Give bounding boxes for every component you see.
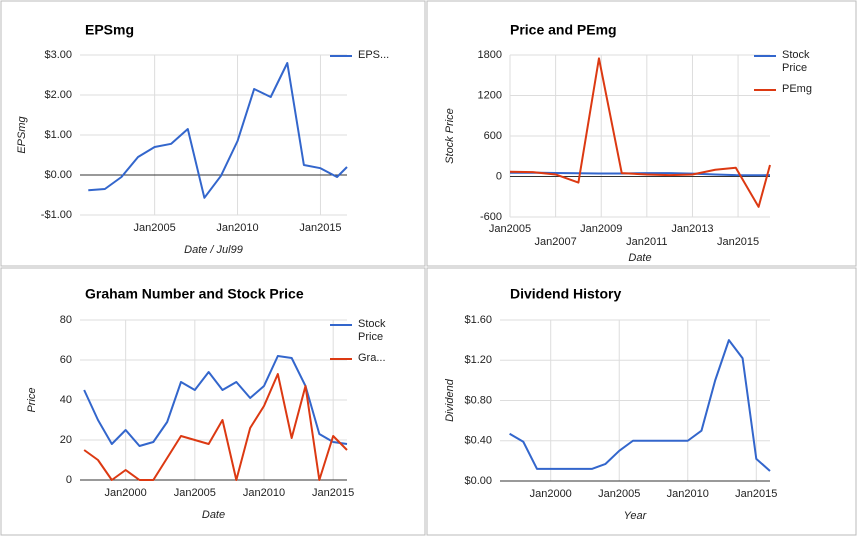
y-axis-title: EPSmg <box>16 115 28 153</box>
panel <box>426 267 857 536</box>
y-tick-label: 60 <box>60 354 72 366</box>
x-tick-label: Jan2005 <box>598 488 640 500</box>
y-tick-label: 0 <box>66 474 72 486</box>
legend-label: Stock Price <box>782 49 810 74</box>
chart-title: Price and PEmg <box>510 22 617 38</box>
legend-swatch <box>754 55 776 57</box>
x-tick-label: Jan2015 <box>299 222 341 234</box>
x-tick-label: Jan2015 <box>735 488 777 500</box>
y-axis-title: Price <box>26 387 38 412</box>
y-tick-label: 1200 <box>478 89 502 101</box>
y-tick-label: $0.40 <box>464 435 492 447</box>
x-tick-label: Jan2010 <box>667 488 709 500</box>
y-tick-label: $1.20 <box>464 354 492 366</box>
x-tick-label: Jan2000 <box>530 488 572 500</box>
x-tick-label: Jan2013 <box>671 223 713 235</box>
y-axis-title: Dividend <box>444 378 456 422</box>
chart-title: Graham Number and Stock Price <box>85 286 304 302</box>
x-tick-label: Jan2005 <box>134 222 176 234</box>
y-tick-label: $0.00 <box>464 475 492 487</box>
x-axis-title: Date <box>628 252 651 264</box>
legend-swatch <box>330 324 352 326</box>
y-tick-label: $1.60 <box>464 314 492 326</box>
panel <box>0 0 426 267</box>
x-tick-label: Jan2015 <box>312 487 354 499</box>
x-tick-label: Jan2007 <box>535 236 577 248</box>
y-tick-label: 80 <box>60 314 72 326</box>
y-tick-label: $2.00 <box>44 89 72 101</box>
legend: EPS... <box>330 49 389 70</box>
y-tick-label: 40 <box>60 394 72 406</box>
series-line <box>88 62 348 199</box>
y-tick-label: $1.00 <box>44 129 72 141</box>
y-tick-label: -$1.00 <box>41 209 72 221</box>
y-axis-title: Stock Price <box>444 108 456 164</box>
y-tick-label: $3.00 <box>44 49 72 61</box>
x-axis-title: Date / Jul99 <box>184 244 243 256</box>
series-line <box>83 355 348 447</box>
legend: Stock Price PEmg <box>754 49 812 104</box>
legend-label: PEmg <box>782 83 812 95</box>
chart-title: EPSmg <box>85 22 134 38</box>
legend-item: Gra... <box>330 352 386 365</box>
legend-item: EPS... <box>330 49 389 62</box>
y-tick-label: 20 <box>60 434 72 446</box>
panel <box>426 0 857 267</box>
y-tick-label: -600 <box>480 211 502 223</box>
x-axis-title: Year <box>624 510 648 522</box>
chart-title: Dividend History <box>510 286 621 302</box>
panel <box>0 267 426 536</box>
x-tick-label: Jan2015 <box>717 236 759 248</box>
x-tick-label: Jan2005 <box>174 487 216 499</box>
x-tick-label: Jan2005 <box>489 223 531 235</box>
y-tick-label: 1800 <box>478 49 502 61</box>
legend-label: EPS... <box>358 49 390 61</box>
y-tick-label: $0.80 <box>464 394 492 406</box>
x-tick-label: Jan2009 <box>580 223 622 235</box>
x-tick-label: Jan2010 <box>216 222 258 234</box>
legend-swatch <box>330 358 352 360</box>
series-line <box>509 171 771 177</box>
legend-swatch <box>330 55 352 57</box>
series-line <box>509 57 771 208</box>
y-tick-label: $0.00 <box>44 169 72 181</box>
series-line <box>83 373 348 481</box>
x-tick-label: Jan2010 <box>243 487 285 499</box>
legend-item: Stock Price <box>330 318 386 344</box>
x-tick-label: Jan2011 <box>626 236 667 248</box>
series-line <box>509 339 771 472</box>
y-tick-label: 600 <box>484 130 502 142</box>
x-tick-label: Jan2000 <box>105 487 147 499</box>
legend-item: PEmg <box>754 83 812 96</box>
legend-item: Stock Price <box>754 49 810 75</box>
legend: Stock Price Gra... <box>330 318 386 373</box>
legend-label: Gra... <box>358 352 386 364</box>
legend-swatch <box>754 89 776 91</box>
legend-label: Stock Price <box>358 318 386 343</box>
y-tick-label: 0 <box>496 170 502 182</box>
x-axis-title: Date <box>202 509 225 521</box>
